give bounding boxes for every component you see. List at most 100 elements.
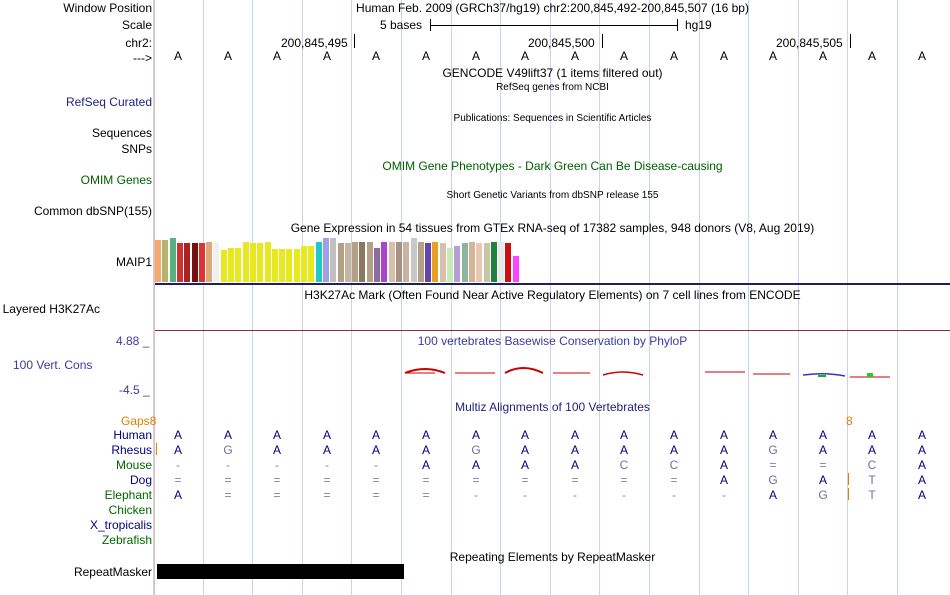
species-base: A [570, 428, 579, 442]
gtex-tissue-bar[interactable] [293, 249, 300, 282]
species-base: A [818, 428, 827, 442]
species-base: A [867, 428, 876, 442]
species-base: - [722, 488, 726, 502]
gtex-tissue-bar[interactable] [249, 243, 256, 282]
gtex-tissue-bar[interactable] [242, 242, 249, 282]
species-label[interactable]: Rhesus [111, 443, 152, 457]
repeatmasker-element[interactable] [157, 564, 404, 579]
species-base: = [769, 458, 777, 472]
gtex-tissue-bar[interactable] [184, 243, 191, 282]
multiz-track-title: Multiz Alignments of 100 Vertebrates [455, 400, 650, 414]
species-base: G [223, 443, 233, 457]
gtex-tissue-bar[interactable] [191, 243, 198, 282]
phylop-track-label[interactable]: 100 Vert. Cons [13, 358, 93, 372]
species-label[interactable]: Elephant [104, 488, 152, 502]
reference-base: A [570, 49, 579, 63]
gaps-label[interactable]: Gaps8 [121, 414, 156, 428]
gtex-tissue-bar[interactable] [264, 242, 271, 282]
gtex-tissue-bar[interactable] [454, 246, 461, 282]
gtex-tissue-bar[interactable] [228, 248, 235, 282]
gencode-track-title[interactable]: GENCODE V49lift37 (1 items filtered out) [442, 66, 663, 80]
species-label[interactable]: Chicken [108, 503, 152, 517]
publications-track-title: Publications: Sequences in Scientific Ar… [453, 113, 652, 124]
gtex-track-label[interactable]: MAIP1 [115, 255, 152, 269]
gtex-tissue-bar[interactable] [352, 242, 359, 282]
gtex-tissue-bar[interactable] [447, 248, 454, 282]
dog-insertion-marker [848, 473, 849, 485]
gtex-tissue-bar[interactable] [490, 242, 497, 282]
gtex-tissue-bar[interactable] [344, 243, 351, 282]
gtex-tissue-bar[interactable] [162, 240, 169, 282]
sequences-track-label[interactable]: Sequences [91, 126, 152, 140]
gtex-tissue-bar[interactable] [403, 242, 410, 282]
reference-base: A [520, 49, 529, 63]
gtex-tissue-bar[interactable] [425, 243, 432, 282]
scale-assembly: hg19 [685, 18, 712, 32]
snps-track-label[interactable]: SNPs [121, 142, 152, 156]
gtex-tissue-bar[interactable] [220, 250, 227, 282]
gtex-tissue-bar[interactable] [308, 246, 315, 282]
gtex-tissue-bar[interactable] [359, 242, 366, 282]
strand-label: ---> [133, 51, 152, 65]
gtex-tissue-bar[interactable] [395, 242, 402, 282]
h3k27ac-track-label[interactable]: Layered H3K27Ac [2, 302, 100, 316]
omim-track-label[interactable]: OMIM Genes [80, 173, 152, 187]
gtex-tissue-bar[interactable] [169, 238, 176, 282]
gtex-tissue-bar[interactable] [483, 243, 490, 282]
gtex-tissue-bar[interactable] [468, 242, 475, 282]
gtex-tissue-bar[interactable] [410, 238, 417, 282]
gtex-tissue-bar[interactable] [476, 243, 483, 282]
gtex-tissue-bar[interactable] [315, 242, 322, 282]
gtex-tissue-bar[interactable] [388, 242, 395, 282]
species-base: = [323, 488, 331, 502]
species-base: C [669, 458, 679, 472]
species-base: - [573, 488, 577, 502]
gtex-tissue-bar[interactable] [235, 248, 242, 282]
species-label[interactable]: Zebrafish [101, 533, 152, 547]
gtex-tissue-bar[interactable] [271, 249, 278, 282]
gtex-tissue-bar[interactable] [155, 240, 162, 282]
gtex-tissue-bar[interactable] [439, 243, 446, 282]
gtex-tissue-bar[interactable] [512, 256, 519, 282]
species-label[interactable]: X_tropicalis [89, 518, 152, 532]
species-base: A [719, 458, 728, 472]
gtex-tissue-bar[interactable] [206, 242, 213, 282]
gtex-tissue-bar[interactable] [381, 242, 388, 282]
gtex-tissue-bar[interactable] [337, 243, 344, 282]
gtex-tissue-bar[interactable] [498, 242, 505, 282]
species-base: A [570, 443, 579, 457]
refseq-track-label[interactable]: RefSeq Curated [65, 95, 152, 109]
species-base: A [371, 428, 380, 442]
gtex-tissue-bar[interactable] [279, 249, 286, 282]
window-position-value[interactable]: Human Feb. 2009 (GRCh37/hg19) chr2:200,8… [356, 1, 749, 15]
gtex-bar-chart[interactable] [155, 238, 555, 283]
phylop-graph[interactable] [155, 360, 950, 384]
species-base: A [421, 443, 430, 457]
species-base: - [275, 458, 279, 472]
gtex-tissue-bar[interactable] [286, 249, 293, 282]
reference-base: A [173, 49, 182, 63]
gtex-tissue-bar[interactable] [374, 248, 381, 282]
dbsnp-track-label[interactable]: Common dbSNP(155) [33, 204, 152, 218]
repeatmasker-track-label[interactable]: RepeatMasker [73, 565, 152, 579]
gtex-tissue-bar[interactable] [417, 242, 424, 282]
base-grid-line [203, 0, 204, 595]
gtex-tissue-bar[interactable] [461, 243, 468, 282]
gtex-tissue-bar[interactable] [176, 243, 183, 282]
gtex-tissue-bar[interactable] [432, 242, 439, 282]
scale-bar-right-tick [677, 19, 678, 31]
gtex-tissue-bar[interactable] [257, 243, 264, 282]
species-label[interactable]: Mouse [115, 458, 152, 472]
species-label[interactable]: Dog [129, 473, 152, 487]
reference-base: A [223, 49, 232, 63]
chrom-label: chr2: [125, 36, 152, 50]
gtex-tissue-bar[interactable] [198, 243, 205, 282]
gtex-tissue-bar[interactable] [301, 246, 308, 282]
species-base: A [173, 428, 182, 442]
gtex-tissue-bar[interactable] [322, 238, 329, 282]
gtex-tissue-bar[interactable] [505, 243, 512, 282]
gtex-tissue-bar[interactable] [213, 243, 220, 282]
gtex-tissue-bar[interactable] [366, 242, 373, 282]
species-label[interactable]: Human [113, 428, 152, 442]
gtex-tissue-bar[interactable] [330, 238, 337, 282]
